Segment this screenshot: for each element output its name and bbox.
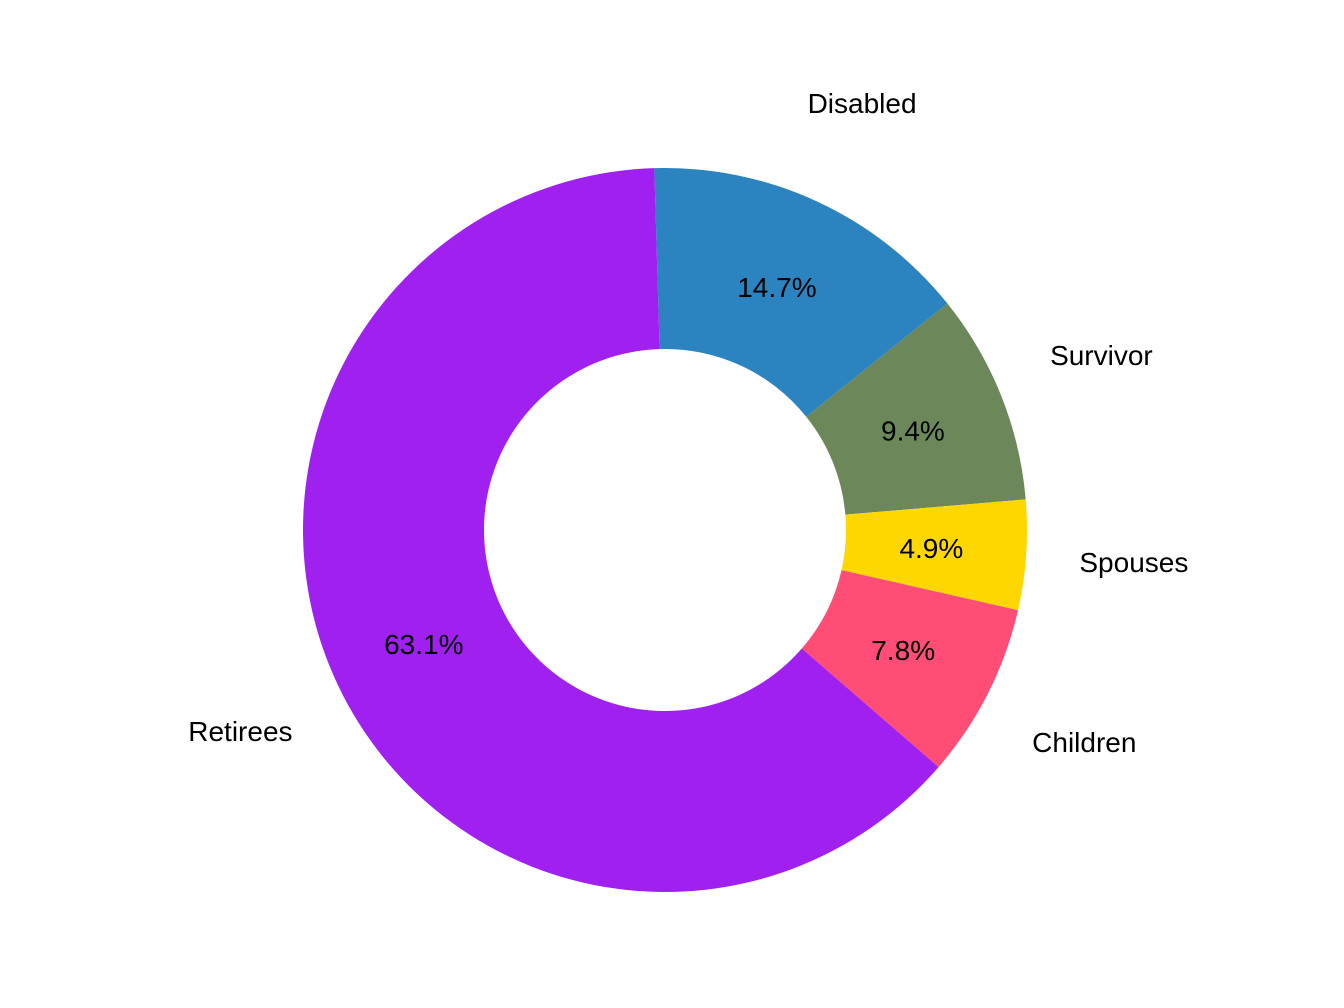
category-label-children: Children bbox=[1032, 727, 1136, 758]
slice-survivor bbox=[806, 303, 1026, 515]
slice-disabled bbox=[654, 168, 948, 417]
slice-spouses bbox=[841, 499, 1027, 611]
category-label-survivor: Survivor bbox=[1050, 340, 1153, 371]
category-label-disabled: Disabled bbox=[808, 88, 917, 119]
category-label-spouses: Spouses bbox=[1079, 547, 1188, 578]
donut-slices bbox=[303, 168, 1027, 893]
category-label-retirees: Retirees bbox=[188, 716, 292, 747]
category-labels: Disabled Survivor Spouses Children Retirees bbox=[188, 88, 1188, 758]
percent-labels: 14.7% 9.4% 4.9% 7.8% 63.1% bbox=[384, 272, 963, 666]
percent-label-disabled: 14.7% bbox=[737, 272, 816, 303]
percent-label-spouses: 4.9% bbox=[899, 533, 963, 564]
percent-label-retirees: 63.1% bbox=[384, 629, 463, 660]
percent-label-survivor: 9.4% bbox=[881, 415, 945, 446]
slice-retirees bbox=[303, 168, 939, 893]
percent-label-children: 7.8% bbox=[871, 635, 935, 666]
slice-children bbox=[801, 570, 1018, 768]
